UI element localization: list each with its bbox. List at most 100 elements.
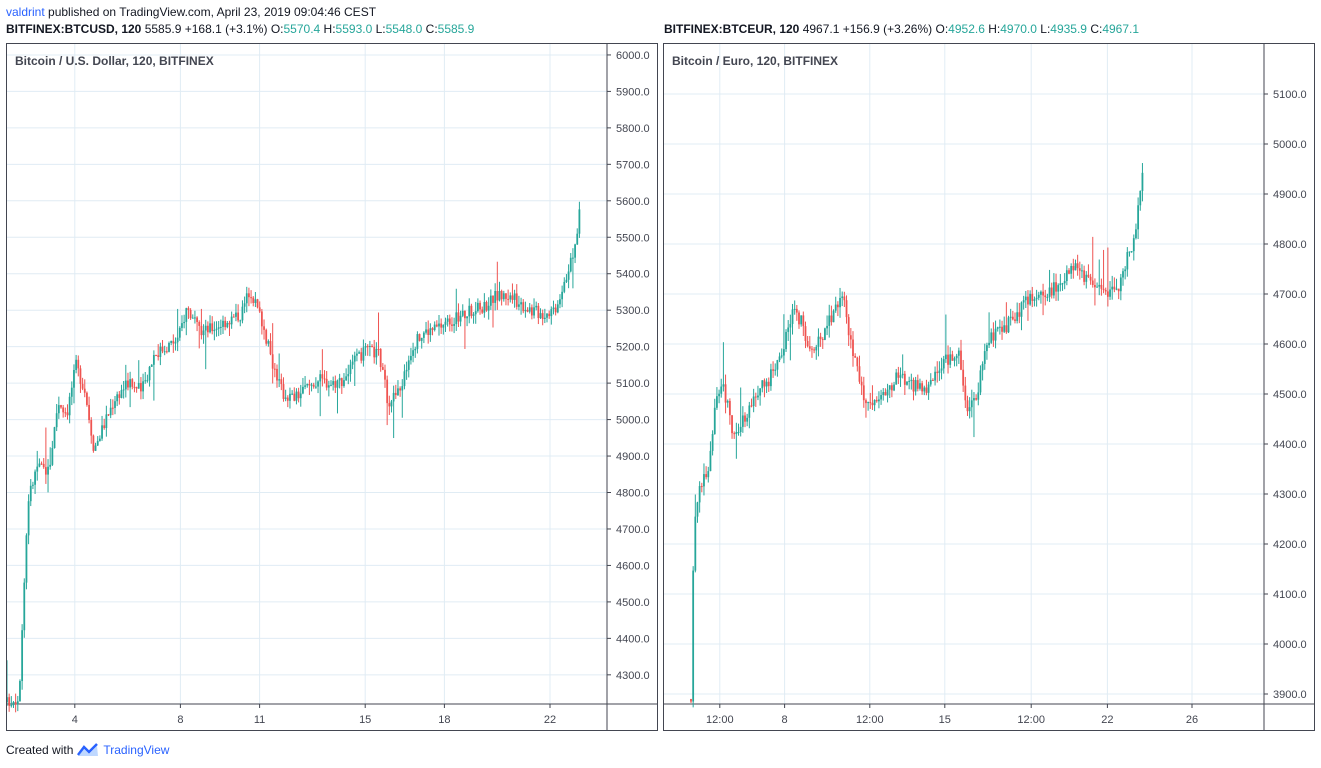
candle-body: [707, 471, 710, 478]
candle-body: [574, 244, 576, 258]
candle-body: [914, 380, 917, 392]
candle-body: [500, 290, 503, 300]
candle-body: [327, 385, 330, 388]
candle-body: [116, 394, 119, 402]
candle-body: [129, 379, 132, 388]
candle-body: [312, 384, 315, 387]
candle-body: [761, 380, 764, 389]
candle-body: [709, 450, 712, 472]
candle-body: [878, 399, 880, 402]
candle-body: [360, 352, 363, 361]
candle-body: [977, 392, 980, 400]
candle-body: [442, 324, 445, 328]
candle-body: [245, 293, 248, 304]
candle-body: [420, 337, 423, 341]
candle-body: [148, 366, 151, 381]
candle-body: [144, 380, 147, 382]
candle-body: [944, 354, 947, 360]
candle-body: [470, 305, 473, 316]
candle-body: [414, 348, 417, 351]
candle-body: [159, 346, 162, 358]
candle-body: [703, 474, 705, 487]
candle-body: [353, 355, 356, 362]
candle-body: [763, 380, 766, 387]
candle-body: [830, 315, 833, 323]
candle-body: [720, 386, 723, 394]
candle-body: [800, 315, 803, 325]
candle-body: [819, 336, 822, 339]
eur-chart-svg[interactable]: 3900.0 4000.0 4100.0 4200.0 4300.0 4400.0 4500…: [664, 44, 1314, 730]
candle-body: [189, 309, 192, 319]
candle-body: [1087, 274, 1090, 277]
candle-body: [308, 383, 311, 386]
candle-body: [733, 433, 736, 435]
usd-symbol: BITFINEX:BTCUSD, 120: [6, 22, 142, 36]
usd-chart-svg[interactable]: 4300.0 4400.0 4500.0 4600.0 4700.0 4800.0 4900…: [7, 44, 657, 730]
usd-h: 5593.0: [335, 22, 373, 36]
candle-body: [572, 257, 574, 259]
candle-body: [541, 313, 544, 320]
candle-body: [880, 395, 882, 400]
y-tick-label: 4500.0: [1273, 389, 1307, 401]
candle-body: [213, 329, 216, 332]
candle-body: [966, 400, 969, 412]
candle-body: [886, 389, 889, 396]
usd-info-line: BITFINEX:BTCUSD, 120 5585.9 +168.1 (+3.1…: [6, 22, 474, 36]
candle-body: [992, 332, 995, 341]
author-link[interactable]: valdrint: [6, 5, 45, 19]
candle-body: [1130, 251, 1133, 253]
candle-body: [146, 380, 149, 382]
candle-body: [798, 312, 800, 325]
candle-body: [949, 354, 952, 365]
candle-body: [700, 486, 703, 488]
tradingview-brand-link[interactable]: TradingView: [103, 743, 170, 757]
candle-body: [546, 313, 548, 318]
candle-body: [903, 373, 906, 385]
usd-chart-panel[interactable]: 4300.0 4400.0 4500.0 4600.0 4700.0 4800.0 4900…: [6, 43, 658, 731]
candle-body: [114, 401, 116, 408]
candle-body: [990, 332, 993, 343]
eur-chart-panel[interactable]: 3900.0 4000.0 4100.0 4200.0 4300.0 4400.0 4500…: [663, 43, 1315, 731]
candle-body: [468, 305, 471, 317]
candle-body: [1018, 312, 1021, 317]
y-tick-label: 5000.0: [1273, 139, 1307, 151]
candle-body: [267, 341, 270, 344]
candle-body: [498, 290, 501, 301]
candle-body: [317, 381, 319, 387]
candle-body: [105, 414, 108, 429]
candle-body: [243, 303, 246, 307]
candle-body: [464, 310, 466, 319]
candle-body: [224, 320, 227, 328]
candle-body: [397, 388, 399, 396]
candle-body: [7, 697, 8, 703]
candle-body: [716, 396, 718, 408]
candle-body: [120, 390, 123, 398]
candle-body: [42, 463, 45, 468]
candle-body: [947, 354, 949, 365]
candle-body: [111, 407, 114, 409]
candle-body: [929, 379, 932, 385]
candle-body: [86, 392, 88, 405]
candle-body: [552, 307, 555, 310]
candle-body: [98, 438, 101, 441]
candle-body: [461, 310, 464, 316]
x-tick-label: 15: [939, 714, 951, 726]
candle-body: [767, 381, 770, 387]
candle-body: [200, 325, 203, 336]
candle-body: [1102, 288, 1105, 290]
candle-body: [722, 384, 725, 387]
candle-body: [728, 400, 731, 416]
candle-body: [513, 293, 516, 300]
candle-body: [1081, 270, 1083, 272]
candle-body: [1020, 302, 1023, 317]
candle-body: [273, 368, 276, 370]
candle-body: [291, 393, 294, 395]
y-tick-label: 4700.0: [616, 524, 650, 536]
candle-body: [718, 393, 720, 397]
candle-body: [548, 313, 551, 317]
candle-body: [451, 324, 453, 326]
candle-body: [248, 293, 250, 298]
candle-body: [813, 349, 816, 351]
candle-body: [217, 327, 220, 329]
candle-body: [373, 346, 376, 358]
